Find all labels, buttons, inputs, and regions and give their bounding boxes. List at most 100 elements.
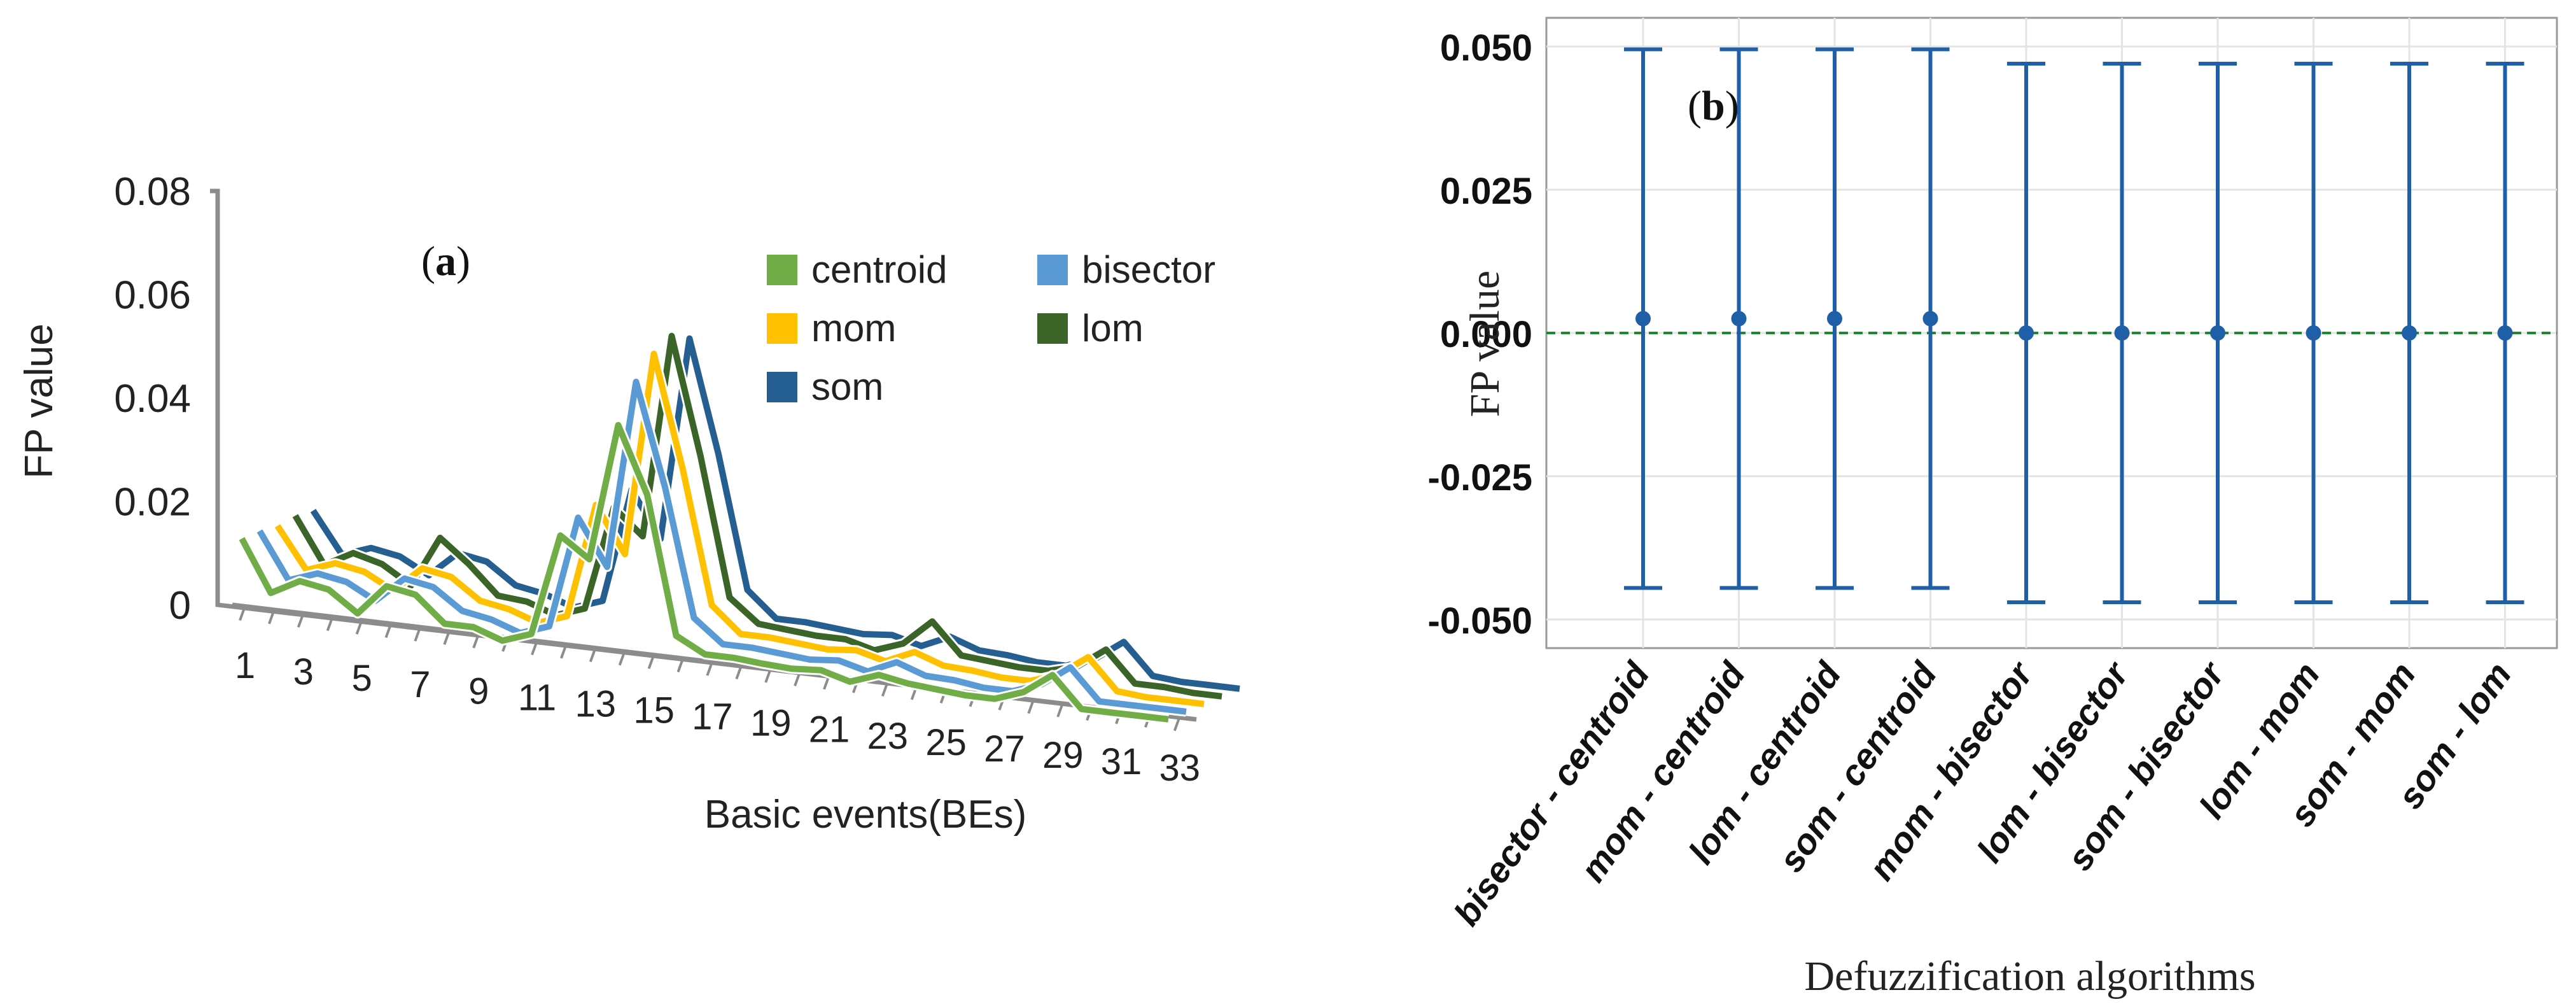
chart-a-y-axis-label: FP value bbox=[17, 323, 61, 479]
chart-b-y-tick-label: -0.025 bbox=[1428, 457, 1532, 498]
chart-a-x-tick-mark bbox=[414, 626, 422, 642]
chart-a-x-tick-label: 11 bbox=[518, 677, 556, 718]
panel-b-error-bar-chart: 0.050 0.025 0.000 -0.025 -0.050 bisector - c… bbox=[1428, 17, 2558, 1000]
chart-b-error-bar-item bbox=[2007, 62, 2045, 604]
chart-a-y-tick-label: 0 bbox=[169, 584, 191, 628]
chart-a-legend-swatch bbox=[1037, 313, 1068, 344]
chart-a-x-tick-mark bbox=[472, 633, 480, 649]
chart-a-legend: centroid bisector mom lom som bbox=[767, 248, 1215, 408]
chart-b-point bbox=[2306, 325, 2321, 341]
chart-a-series-lom bbox=[291, 330, 1222, 702]
chart-a-x-tick-label: 3 bbox=[293, 651, 314, 693]
chart-a-x-tick-mark bbox=[297, 612, 305, 628]
chart-a-y-tick-label: 0.08 bbox=[114, 170, 191, 214]
chart-a-legend-label: som bbox=[811, 365, 883, 408]
chart-a-x-tick-label: 31 bbox=[1101, 741, 1142, 782]
chart-a-y-tick-labels: 0.08 0.06 0.04 0.02 0 bbox=[114, 170, 191, 628]
chart-a-x-tick-label: 33 bbox=[1159, 747, 1201, 789]
chart-b-x-axis-label: Defuzzification algorithms bbox=[1804, 953, 2255, 1000]
chart-b-point bbox=[1635, 311, 1651, 327]
chart-b-error-bar-item bbox=[1816, 47, 1854, 590]
chart-a-legend-label: bisector bbox=[1082, 248, 1215, 291]
chart-b-error-bar-item bbox=[1719, 47, 1758, 590]
chart-a-x-tick-mark bbox=[355, 619, 363, 635]
chart-b-error-bar-item bbox=[2294, 62, 2333, 604]
chart-a-x-tick-mark bbox=[1027, 698, 1035, 714]
chart-a-x-tick-label: 19 bbox=[750, 703, 792, 744]
chart-b-point bbox=[2402, 325, 2417, 341]
chart-a-x-tick-label: 23 bbox=[867, 716, 909, 757]
chart-a-x-tick-label: 5 bbox=[351, 658, 372, 699]
chart-b-point bbox=[2210, 325, 2225, 341]
chart-a-x-tick-mark bbox=[443, 630, 451, 645]
chart-a-series-mom bbox=[273, 348, 1205, 709]
chart-b-y-tick-label: 0.050 bbox=[1440, 27, 1532, 69]
panel-a-3d-line-chart: 0.080.060.040.020 1 3 5 7 9 11 13 15 17 19 21 23 25 2… bbox=[17, 170, 1240, 837]
chart-a-x-tick-mark bbox=[881, 681, 889, 697]
chart-a-panel-label: (a) bbox=[421, 238, 470, 285]
chart-a-legend-item-som: som bbox=[767, 365, 883, 408]
chart-b-y-tick-label: -0.050 bbox=[1428, 600, 1532, 642]
chart-a-legend-item-lom: lom bbox=[1037, 307, 1144, 350]
chart-a-series-group bbox=[237, 330, 1240, 725]
chart-a-series-centroid bbox=[237, 420, 1169, 725]
chart-b-y-tick-label: 0.025 bbox=[1440, 171, 1532, 212]
chart-a-x-tick-mark bbox=[676, 657, 685, 673]
chart-b-y-tick-label: 0.000 bbox=[1440, 314, 1532, 355]
chart-a-front-axis bbox=[232, 602, 1197, 722]
chart-a-line-mom bbox=[274, 350, 1205, 707]
chart-a-legend-label: lom bbox=[1082, 307, 1144, 350]
chart-b-point bbox=[2497, 325, 2513, 341]
chart-a-x-tick-mark bbox=[735, 664, 743, 680]
chart-a-x-tick-mark bbox=[647, 654, 655, 669]
chart-a-x-tick-label: 17 bbox=[692, 696, 733, 738]
chart-b-point bbox=[1731, 311, 1747, 327]
chart-b-point bbox=[2114, 325, 2130, 341]
chart-b-error-bar-item bbox=[1624, 47, 1662, 590]
chart-a-legend-label: mom bbox=[811, 307, 896, 350]
chart-b-error-bar-item bbox=[2486, 62, 2524, 604]
chart-a-y-tick-label: 0.06 bbox=[114, 274, 191, 318]
chart-a-x-tick-mark bbox=[794, 671, 801, 686]
chart-a-x-tick-label: 15 bbox=[633, 690, 675, 732]
chart-a-x-tick-mark bbox=[531, 640, 538, 656]
chart-b-error-bar-item bbox=[2199, 62, 2237, 604]
chart-b-point bbox=[1922, 311, 1938, 327]
chart-b-panel-label: (b) bbox=[1688, 83, 1739, 129]
chart-a-legend-swatch bbox=[1037, 255, 1068, 285]
chart-a-x-tick-label: 21 bbox=[809, 709, 850, 751]
chart-a-x-tick-labels: 1 3 5 7 9 11 13 15 17 19 21 23 25 27 29 31 33 bbox=[235, 645, 1200, 789]
chart-a-y-tick-label: 0.04 bbox=[114, 377, 191, 421]
chart-a-x-tick-mark bbox=[618, 651, 626, 666]
chart-a-legend-item-mom: mom bbox=[767, 307, 896, 350]
chart-a-x-tick-label: 9 bbox=[468, 670, 489, 712]
chart-a-line-lom bbox=[292, 332, 1222, 700]
chart-a-x-tick-mark bbox=[326, 616, 334, 632]
chart-b-error-bar-item bbox=[2390, 62, 2428, 604]
chart-a-x-tick-mark bbox=[1056, 702, 1065, 718]
chart-a-x-axis-label: Basic events(BEs) bbox=[704, 793, 1027, 837]
chart-a-legend-swatch bbox=[767, 372, 797, 402]
chart-a-x-tick-mark bbox=[268, 609, 276, 625]
chart-a-x-tick-mark bbox=[384, 623, 393, 639]
chart-a-legend-item-centroid: centroid bbox=[767, 248, 947, 291]
chart-a-x-tick-mark bbox=[589, 647, 597, 663]
chart-a-legend-label: centroid bbox=[811, 248, 947, 291]
chart-a-x-tick-mark bbox=[239, 605, 246, 621]
chart-a-x-tick-label: 27 bbox=[984, 728, 1025, 770]
chart-a-x-tick-label: 29 bbox=[1042, 735, 1084, 776]
chart-a-legend-item-bisector: bisector bbox=[1037, 248, 1215, 291]
chart-a-legend-swatch bbox=[767, 255, 797, 285]
chart-a-line-outline-mom bbox=[273, 348, 1205, 709]
chart-a-x-tick-mark bbox=[1173, 716, 1181, 732]
chart-a-x-tick-label: 1 bbox=[235, 645, 255, 686]
chart-a-y-tick-label: 0.02 bbox=[114, 481, 191, 525]
chart-a-x-tick-mark bbox=[706, 661, 714, 676]
chart-b-point bbox=[1827, 311, 1842, 327]
chart-b-y-axis-label: FP value bbox=[1462, 271, 1508, 417]
chart-b-point bbox=[2019, 325, 2034, 341]
chart-a-x-tick-mark bbox=[560, 644, 568, 659]
chart-b-error-bar-item bbox=[2103, 62, 2141, 604]
